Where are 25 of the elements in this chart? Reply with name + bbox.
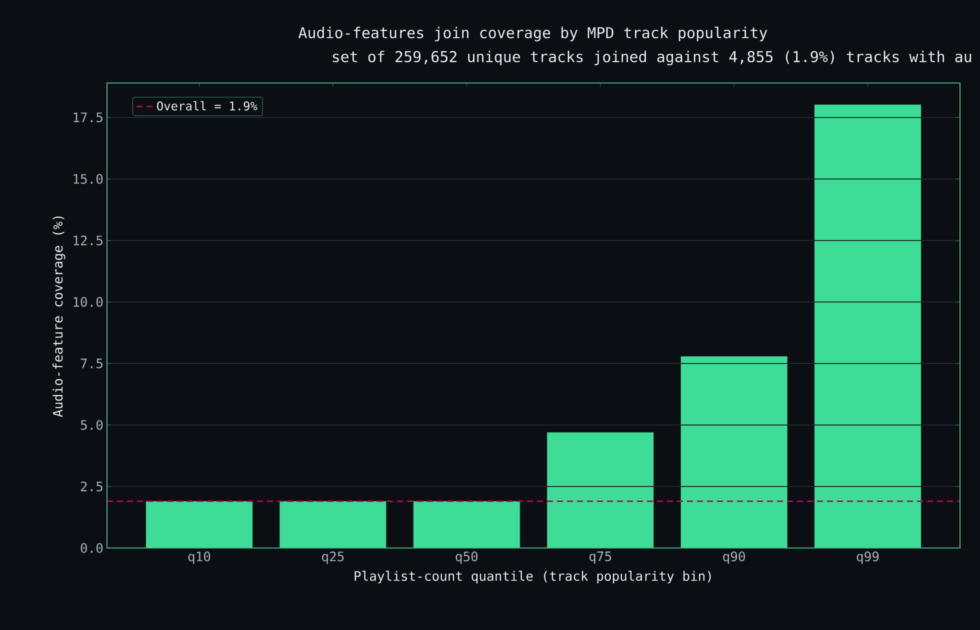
- x-tick-label: q75: [589, 552, 612, 564]
- y-tick-label: 0.0: [80, 543, 103, 553]
- bar: [546, 432, 654, 548]
- x-tick-label: q99: [856, 552, 879, 564]
- x-axis-title: Playlist-count quantile (track popularity bin): [354, 570, 711, 584]
- bar: [146, 501, 253, 548]
- bar: [279, 501, 386, 548]
- y-tick-label: 15.0: [74, 174, 103, 184]
- y-tick-label: 12.5: [74, 236, 102, 246]
- y-tick-label: 5.0: [80, 420, 103, 430]
- bar: [413, 501, 520, 548]
- x-tick-label: q90: [723, 552, 745, 564]
- bar: [680, 356, 788, 548]
- x-tick-label: q25: [322, 552, 344, 564]
- x-tick-label: q50: [456, 552, 478, 564]
- y-axis-title: Audio-feature coverage (%): [52, 216, 66, 418]
- bar: [814, 104, 922, 548]
- y-tick-label: 10.0: [74, 297, 103, 307]
- y-tick-label: 7.5: [80, 358, 102, 368]
- legend-label: Overall = 1.9%: [157, 101, 258, 110]
- chart-subtitle: set of 259,652 unique tracks joined against 4,855 (1.9%) tracks with au: [332, 50, 972, 66]
- y-tick-label: 2.5: [80, 482, 102, 492]
- x-tick-label: q10: [188, 552, 210, 564]
- y-tick-label: 17.5: [74, 112, 102, 122]
- chart-title: Audio-features join coverage by MPD track popularity: [298, 26, 768, 42]
